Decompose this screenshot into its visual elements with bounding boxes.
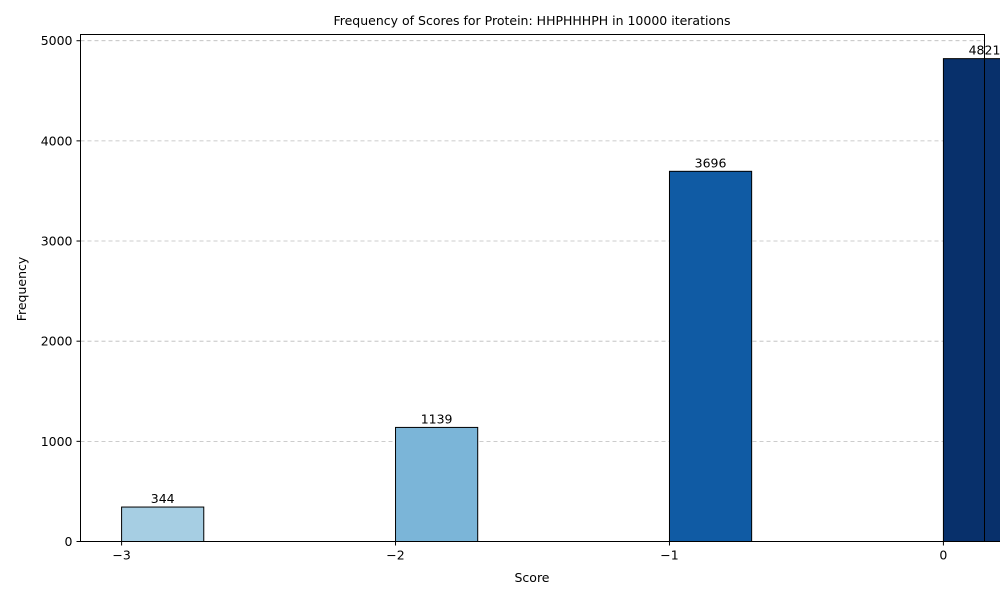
x-axis-ticks: −3 −2 −1 0	[112, 541, 947, 563]
y-tick-label: 4000	[41, 133, 73, 148]
x-tick-label: −1	[660, 548, 678, 563]
y-tick-label: 0	[65, 534, 73, 549]
y-axis-ticks: 0 1000 2000 3000 4000 5000	[41, 33, 81, 549]
y-axis-label: Frequency	[14, 256, 29, 321]
y-tick-label: 2000	[41, 334, 73, 349]
bar-value-label: 1139	[421, 411, 453, 426]
y-tick-label: 5000	[41, 33, 73, 48]
x-tick-label: −2	[386, 548, 404, 563]
bar-value-label: 344	[151, 491, 175, 506]
y-tick-label: 3000	[41, 234, 73, 249]
bar	[121, 506, 205, 542]
bars	[121, 58, 1000, 542]
x-tick-label: −3	[112, 548, 130, 563]
y-tick-label: 1000	[41, 434, 73, 449]
chart-title: Frequency of Scores for Protein: HHPHHHP…	[333, 13, 730, 28]
x-tick-label: 0	[939, 548, 947, 563]
grid-lines	[80, 40, 985, 442]
bar-value-label: 3696	[695, 155, 727, 170]
bar	[942, 58, 1000, 542]
bar	[668, 170, 753, 542]
bar	[395, 426, 479, 542]
plot-frame	[80, 34, 985, 542]
x-axis-label: Score	[514, 570, 549, 585]
